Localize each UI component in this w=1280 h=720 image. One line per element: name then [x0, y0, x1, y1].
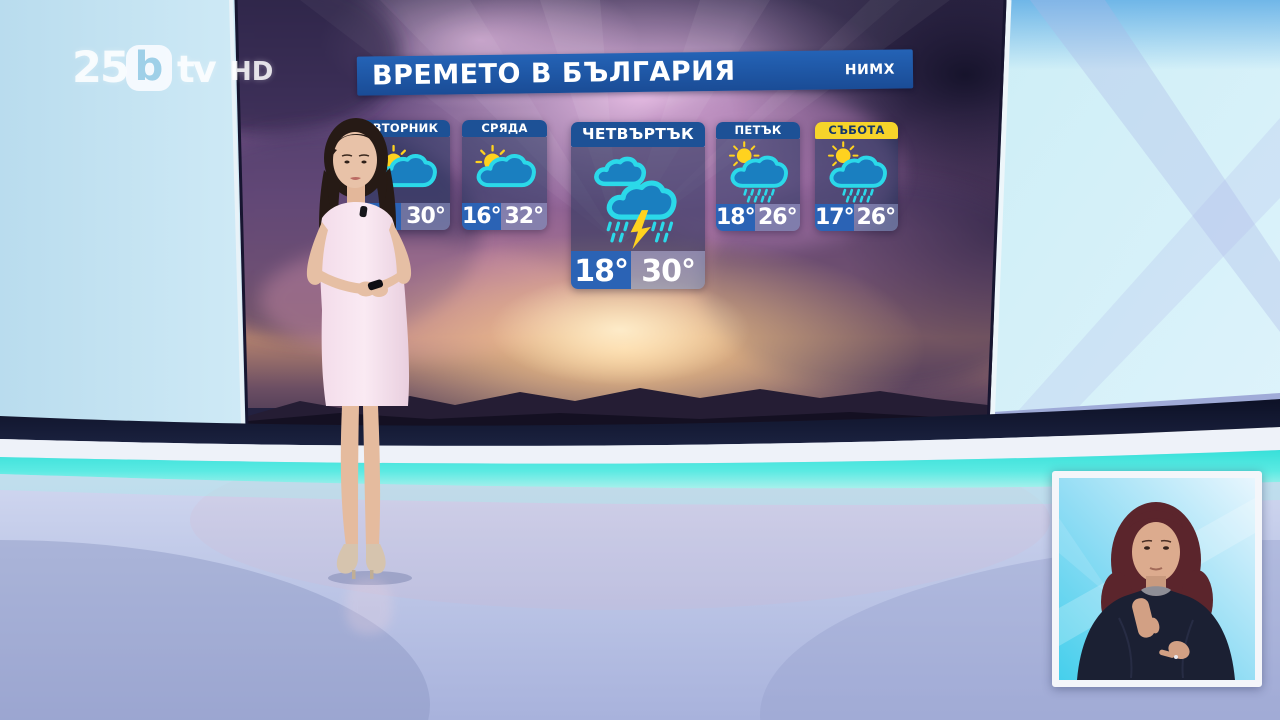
- legs: [340, 406, 381, 546]
- logo-hd-badge: HD: [230, 57, 274, 87]
- low-temp: 17°: [815, 204, 855, 231]
- sign-language-interpreter: [1059, 478, 1255, 680]
- forecast-card-thursday-highlighted: ЧЕТВЪРТЪК 18° 30°: [571, 122, 705, 289]
- forecast-card-wednesday: СРЯДА 16° 32°: [462, 120, 547, 230]
- weather-title-banner: ВРЕМЕТО В БЪЛГАРИЯ НИМХ: [356, 49, 914, 96]
- weather-presenter: [306, 118, 412, 579]
- day-label: ПЕТЪК: [716, 122, 800, 139]
- day-label: ЧЕТВЪРТЪК: [571, 122, 705, 147]
- high-temp: 30°: [401, 203, 450, 230]
- interpreter-sweater: [1077, 590, 1235, 680]
- btv-logo-icon: b: [126, 45, 172, 91]
- face: [333, 132, 377, 188]
- high-temp: 26°: [754, 204, 800, 231]
- face-features: [341, 154, 370, 180]
- left-wall: [0, 0, 250, 450]
- pink-dress: [319, 202, 410, 406]
- right-wall: [992, 0, 1280, 426]
- sun-rain-icon: [827, 140, 887, 203]
- day-label: СРЯДА: [462, 120, 547, 137]
- high-temp: 26°: [853, 204, 898, 231]
- high-temp: 32°: [500, 203, 547, 230]
- logo-b-letter: b: [134, 43, 164, 90]
- source-label: НИМХ: [844, 61, 896, 78]
- day-label: СЪБОТА: [815, 122, 898, 139]
- sign-language-interpreter-box: [1052, 471, 1262, 687]
- lavalier-mic: [359, 205, 368, 218]
- logo-25: 25: [72, 43, 130, 93]
- interpreter-hands: [1132, 598, 1190, 659]
- forecast-card-saturday: СЪБОТА 17°: [815, 122, 898, 231]
- interpreter-face-features: [1141, 539, 1172, 571]
- shoes: [336, 544, 386, 579]
- hair-front: [327, 133, 388, 206]
- sun-cloud-icon: [474, 144, 536, 188]
- weather-icon-area: [571, 147, 705, 251]
- high-temp: 30°: [631, 251, 705, 289]
- weather-icon-area: [716, 139, 800, 204]
- sun-rain-icon: [728, 140, 788, 203]
- wall-base-white-band: [0, 427, 1280, 464]
- weather-icon-area: [815, 139, 898, 204]
- low-temp: 16°: [462, 203, 502, 230]
- interpreter-face: [1132, 522, 1180, 582]
- channel-logo: 25 b tv HD: [72, 42, 292, 98]
- presenter-clicker: [367, 279, 384, 291]
- cyan-stripe: [0, 450, 1280, 489]
- forecast-card-friday: ПЕТЪК 18°: [716, 122, 800, 231]
- low-temp: 18°: [716, 204, 756, 231]
- day-label: ВТОРНИК: [361, 120, 450, 137]
- weather-icon-area: [462, 137, 547, 203]
- logo-tv: tv: [177, 48, 217, 91]
- page-title: ВРЕМЕТО В БЪЛГАРИЯ: [371, 55, 736, 92]
- low-temp: 18°: [571, 251, 632, 289]
- storm-rain-icon: [594, 156, 677, 250]
- wall-base-dark-strip: [0, 399, 1280, 446]
